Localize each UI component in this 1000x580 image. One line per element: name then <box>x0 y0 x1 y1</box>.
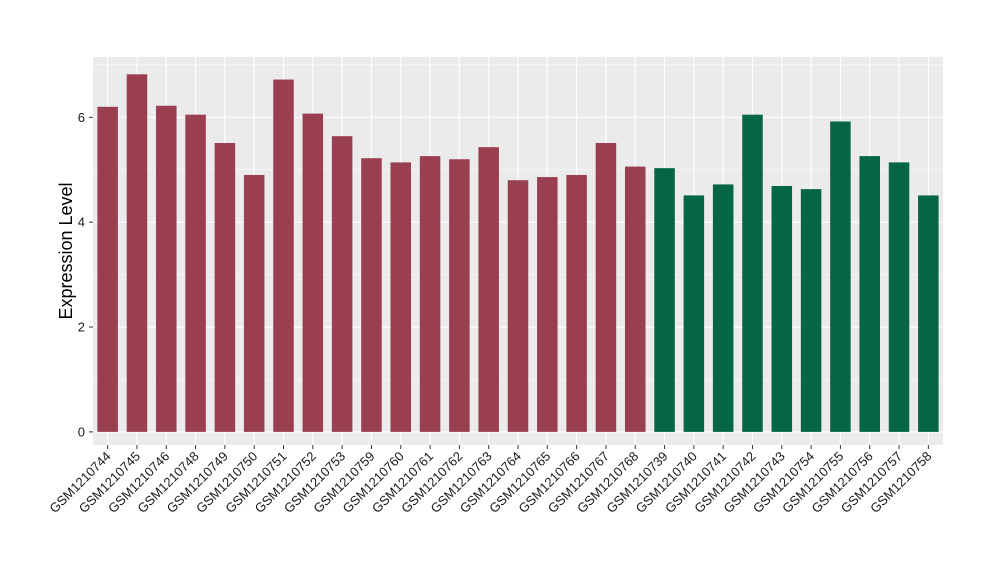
bar-GSM1210768 <box>624 166 646 432</box>
bar-GSM1210744 <box>97 106 118 432</box>
y-tick-label: 6 <box>78 110 85 125</box>
y-tick-label: 2 <box>78 320 85 335</box>
bar-GSM1210739 <box>654 168 675 432</box>
x-axis: GSM1210744GSM1210745GSM1210746GSM1210748… <box>46 445 934 516</box>
bar-GSM1210751 <box>273 79 294 432</box>
bar-GSM1210763 <box>478 147 499 432</box>
bar-GSM1210759 <box>361 158 382 432</box>
bar-GSM1210752 <box>302 113 324 432</box>
bar-GSM1210741 <box>712 184 734 432</box>
bar-GSM1210743 <box>771 185 793 432</box>
y-tick-label: 0 <box>78 424 85 439</box>
bar-GSM1210749 <box>214 142 236 432</box>
bar-GSM1210762 <box>449 159 470 432</box>
y-tick-label: 4 <box>78 215 85 230</box>
bar-GSM1210765 <box>537 177 558 432</box>
bar-GSM1210742 <box>742 114 763 432</box>
bar-GSM1210745 <box>126 74 148 432</box>
bar-GSM1210766 <box>566 174 587 432</box>
bar-GSM1210767 <box>595 142 617 432</box>
bar-GSM1210750 <box>243 174 265 432</box>
bar-GSM1210758 <box>918 195 939 432</box>
bar-GSM1210764 <box>507 180 529 432</box>
y-axis-title: Expression Level <box>56 182 76 319</box>
bars <box>97 74 939 432</box>
y-axis: 0 2 4 6 <box>78 110 93 439</box>
bar-GSM1210754 <box>800 189 822 432</box>
bar-GSM1210746 <box>156 105 177 432</box>
bar-GSM1210761 <box>419 156 441 432</box>
bar-GSM1210755 <box>830 121 851 432</box>
bar-GSM1210748 <box>185 114 206 432</box>
bar-GSM1210756 <box>859 156 880 432</box>
bar-GSM1210753 <box>331 136 353 432</box>
bar-GSM1210740 <box>683 195 705 432</box>
bar-GSM1210760 <box>390 162 412 432</box>
bar-GSM1210757 <box>888 162 910 432</box>
